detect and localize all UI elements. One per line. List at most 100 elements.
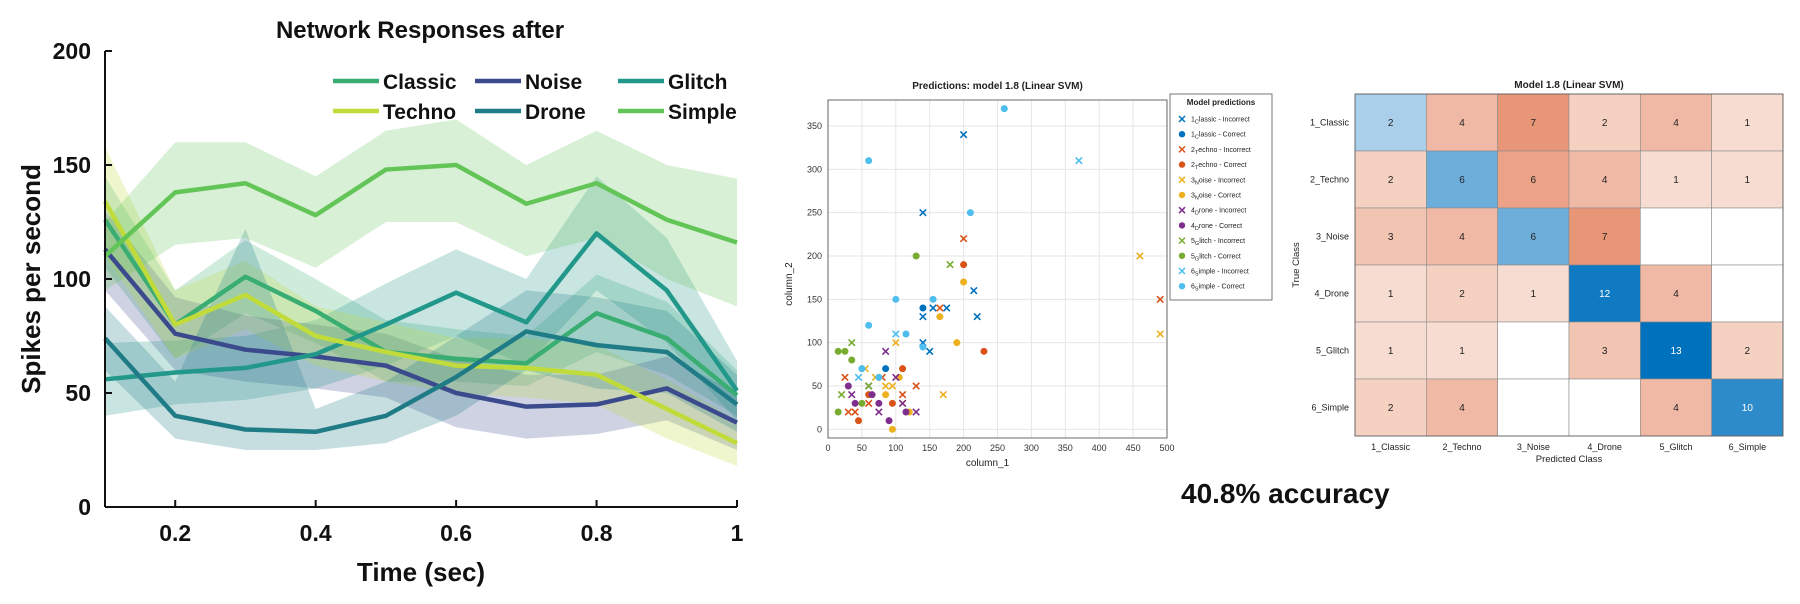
scatter-point-dot — [875, 399, 883, 407]
matrix-cell-value: 3 — [1602, 346, 1608, 357]
scatter-point-x — [898, 390, 907, 399]
matrix-row-label: 5_Glitch — [1316, 346, 1349, 356]
x-tick-label: 0.6 — [440, 520, 472, 546]
series-line-simple — [103, 162, 738, 258]
scatter-point-x — [881, 347, 890, 356]
legend-marker-dot — [1178, 222, 1186, 229]
scatter-point-x — [1136, 252, 1144, 260]
marker-stroke — [851, 408, 859, 416]
scatter-point-dot — [953, 339, 961, 347]
marker-stroke — [1075, 156, 1083, 165]
scatter-x-tick-label: 500 — [1159, 443, 1174, 453]
y-tick-label: 0 — [78, 494, 91, 520]
marker-stroke — [881, 382, 890, 390]
matrix-cell-value: 2 — [1388, 118, 1394, 129]
matrix-cell — [1640, 264, 1712, 323]
scatter-point-dot — [858, 365, 866, 373]
scatter-point-x — [939, 390, 948, 399]
scatter-point-dot — [919, 304, 927, 312]
marker-stroke — [936, 304, 944, 312]
matrix-cell-value: 2 — [1602, 118, 1608, 129]
matrix-cell — [1711, 378, 1784, 437]
scatter-y-tick-label: 100 — [807, 338, 822, 348]
scatter-point-dot — [882, 365, 890, 373]
scatter-chart: Predictions: model 1.8 (Linear SVM) 0 50 10… — [784, 81, 1175, 469]
scatter-point-x — [892, 373, 900, 382]
legend-marker-dot — [1178, 191, 1186, 199]
marker-stroke — [919, 312, 927, 321]
matrix-cell-value: 2 — [1459, 289, 1465, 300]
scatter-x-tick-label: 350 — [1058, 443, 1073, 453]
scatter-point-dot — [844, 382, 852, 390]
matrix-cell — [1640, 207, 1712, 266]
scatter-title: Predictions: model 1.8 (Linear SVM) — [912, 81, 1083, 92]
matrix-title: Model 1.8 (Linear SVM) — [1514, 80, 1623, 91]
scatter-y-tick-label: 200 — [807, 251, 822, 261]
matrix-cell-value: 2 — [1388, 175, 1394, 186]
matrix-cell — [1711, 207, 1784, 266]
x-tick-label: 1 — [731, 520, 744, 546]
marker-stroke — [1156, 330, 1164, 338]
matrix-cell-value: 4 — [1673, 403, 1679, 414]
x-tick-label: 0.2 — [159, 520, 191, 546]
legend-label-noise: Noise — [525, 71, 582, 94]
marker-stroke — [892, 330, 900, 338]
scatter-point-dot — [1000, 105, 1008, 113]
matrix-row-label: 4_Drone — [1314, 289, 1349, 299]
line-chart: Network Responses after 0 50 100 150 200 0.2 0.… — [16, 17, 744, 587]
matrix-cell — [1640, 150, 1712, 209]
scatter-point-dot — [885, 417, 893, 425]
marker-stroke — [939, 390, 948, 399]
legend-label-drone: Drone — [525, 101, 586, 124]
matrix-cell-value: 10 — [1742, 403, 1754, 414]
scatter-point-dot — [834, 408, 842, 416]
scatter-x-tick-label: 450 — [1126, 443, 1141, 453]
confidence-band-simple — [105, 119, 737, 307]
scatter-point-x — [847, 338, 856, 347]
legend-entry: 2Techno - Correct — [1191, 162, 1247, 171]
scatter-point-x — [929, 304, 937, 312]
marker-stroke — [847, 390, 856, 399]
scatter-y-tick-label: 0 — [817, 424, 822, 434]
matrix-cell — [1426, 264, 1498, 323]
marker-stroke — [919, 208, 927, 217]
matrix-cell — [1497, 378, 1570, 437]
matrix-cell-value: 2 — [1388, 403, 1394, 414]
scatter-point-x — [959, 234, 968, 243]
legend-entry: 4Drone - Incorrect — [1191, 208, 1246, 217]
marker-stroke — [912, 382, 920, 390]
marker-stroke — [959, 130, 968, 139]
accuracy-label: 40.8% accuracy — [1181, 478, 1390, 509]
y-tick-label: 200 — [53, 38, 91, 64]
marker-stroke — [898, 390, 907, 399]
matrix-x-axis-label: Predicted Class — [1536, 454, 1603, 465]
matrix-cell — [1640, 378, 1712, 437]
matrix-cell-value: 1 — [1388, 346, 1394, 357]
scatter-point-x — [936, 304, 944, 312]
marker-stroke — [864, 399, 873, 408]
legend-marker-dot — [1178, 131, 1186, 138]
scatter-point-x — [851, 408, 859, 416]
legend-entry: 5Glitch - Correct — [1191, 253, 1241, 262]
scatter-x-tick-label: 50 — [857, 443, 867, 453]
matrix-col-label: 6_Simple — [1729, 442, 1767, 452]
matrix-cell-value: 6 — [1531, 175, 1537, 186]
scatter-point-dot — [888, 399, 896, 407]
matrix-cell-value: 1 — [1531, 289, 1537, 300]
scatter-point-x — [946, 260, 954, 269]
scatter-point-x — [1156, 295, 1164, 304]
scatter-x-tick-label: 100 — [888, 443, 903, 453]
scatter-point-x — [898, 399, 907, 408]
scatter-point-dot — [865, 321, 873, 329]
legend-marker-stroke — [1178, 206, 1186, 214]
scatter-point-x — [875, 408, 883, 416]
scatter-point-dot — [919, 343, 927, 351]
scatter-point-x — [841, 373, 849, 382]
matrix-frame — [1354, 93, 1784, 437]
matrix-cell-value: 4 — [1673, 289, 1679, 300]
marker-stroke — [847, 338, 856, 347]
scatter-point-x — [888, 382, 897, 390]
scatter-point-dot — [868, 391, 876, 399]
scatter-point-dot — [980, 347, 988, 355]
series-line-techno — [103, 200, 738, 446]
